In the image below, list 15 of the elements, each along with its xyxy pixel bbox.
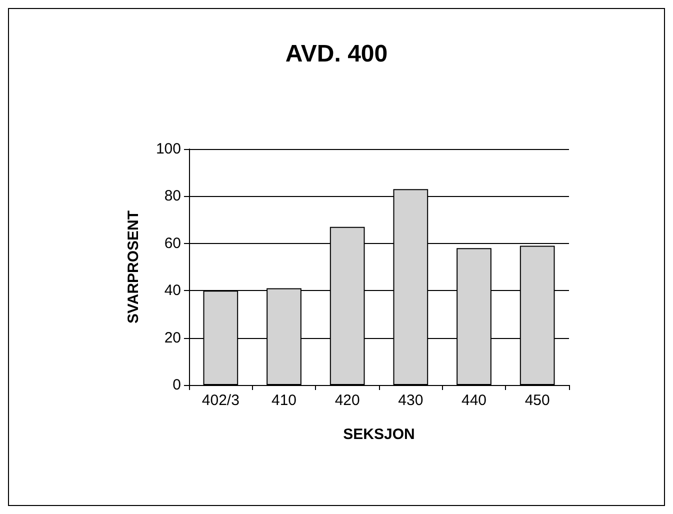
chart-title: AVD. 400: [285, 40, 388, 68]
y-tick-label: 80: [164, 188, 181, 205]
x-tick-label: 410: [271, 392, 297, 409]
y-tick-label: 100: [156, 140, 181, 158]
y-tick-label: 20: [164, 329, 181, 346]
y-axis-title: SVARPROSENT: [125, 210, 142, 324]
y-tick-label: 60: [164, 234, 181, 252]
x-tick-label: 430: [398, 392, 424, 409]
y-tick-label: 0: [172, 376, 181, 394]
x-tick-label: 420: [334, 392, 360, 409]
x-tick-label: 440: [461, 392, 487, 409]
x-tick-label: 402/3: [202, 392, 240, 409]
y-tick-label: 40: [164, 282, 181, 300]
x-axis-title: SEKSJON: [343, 426, 415, 443]
x-tick-label: 450: [524, 392, 550, 409]
